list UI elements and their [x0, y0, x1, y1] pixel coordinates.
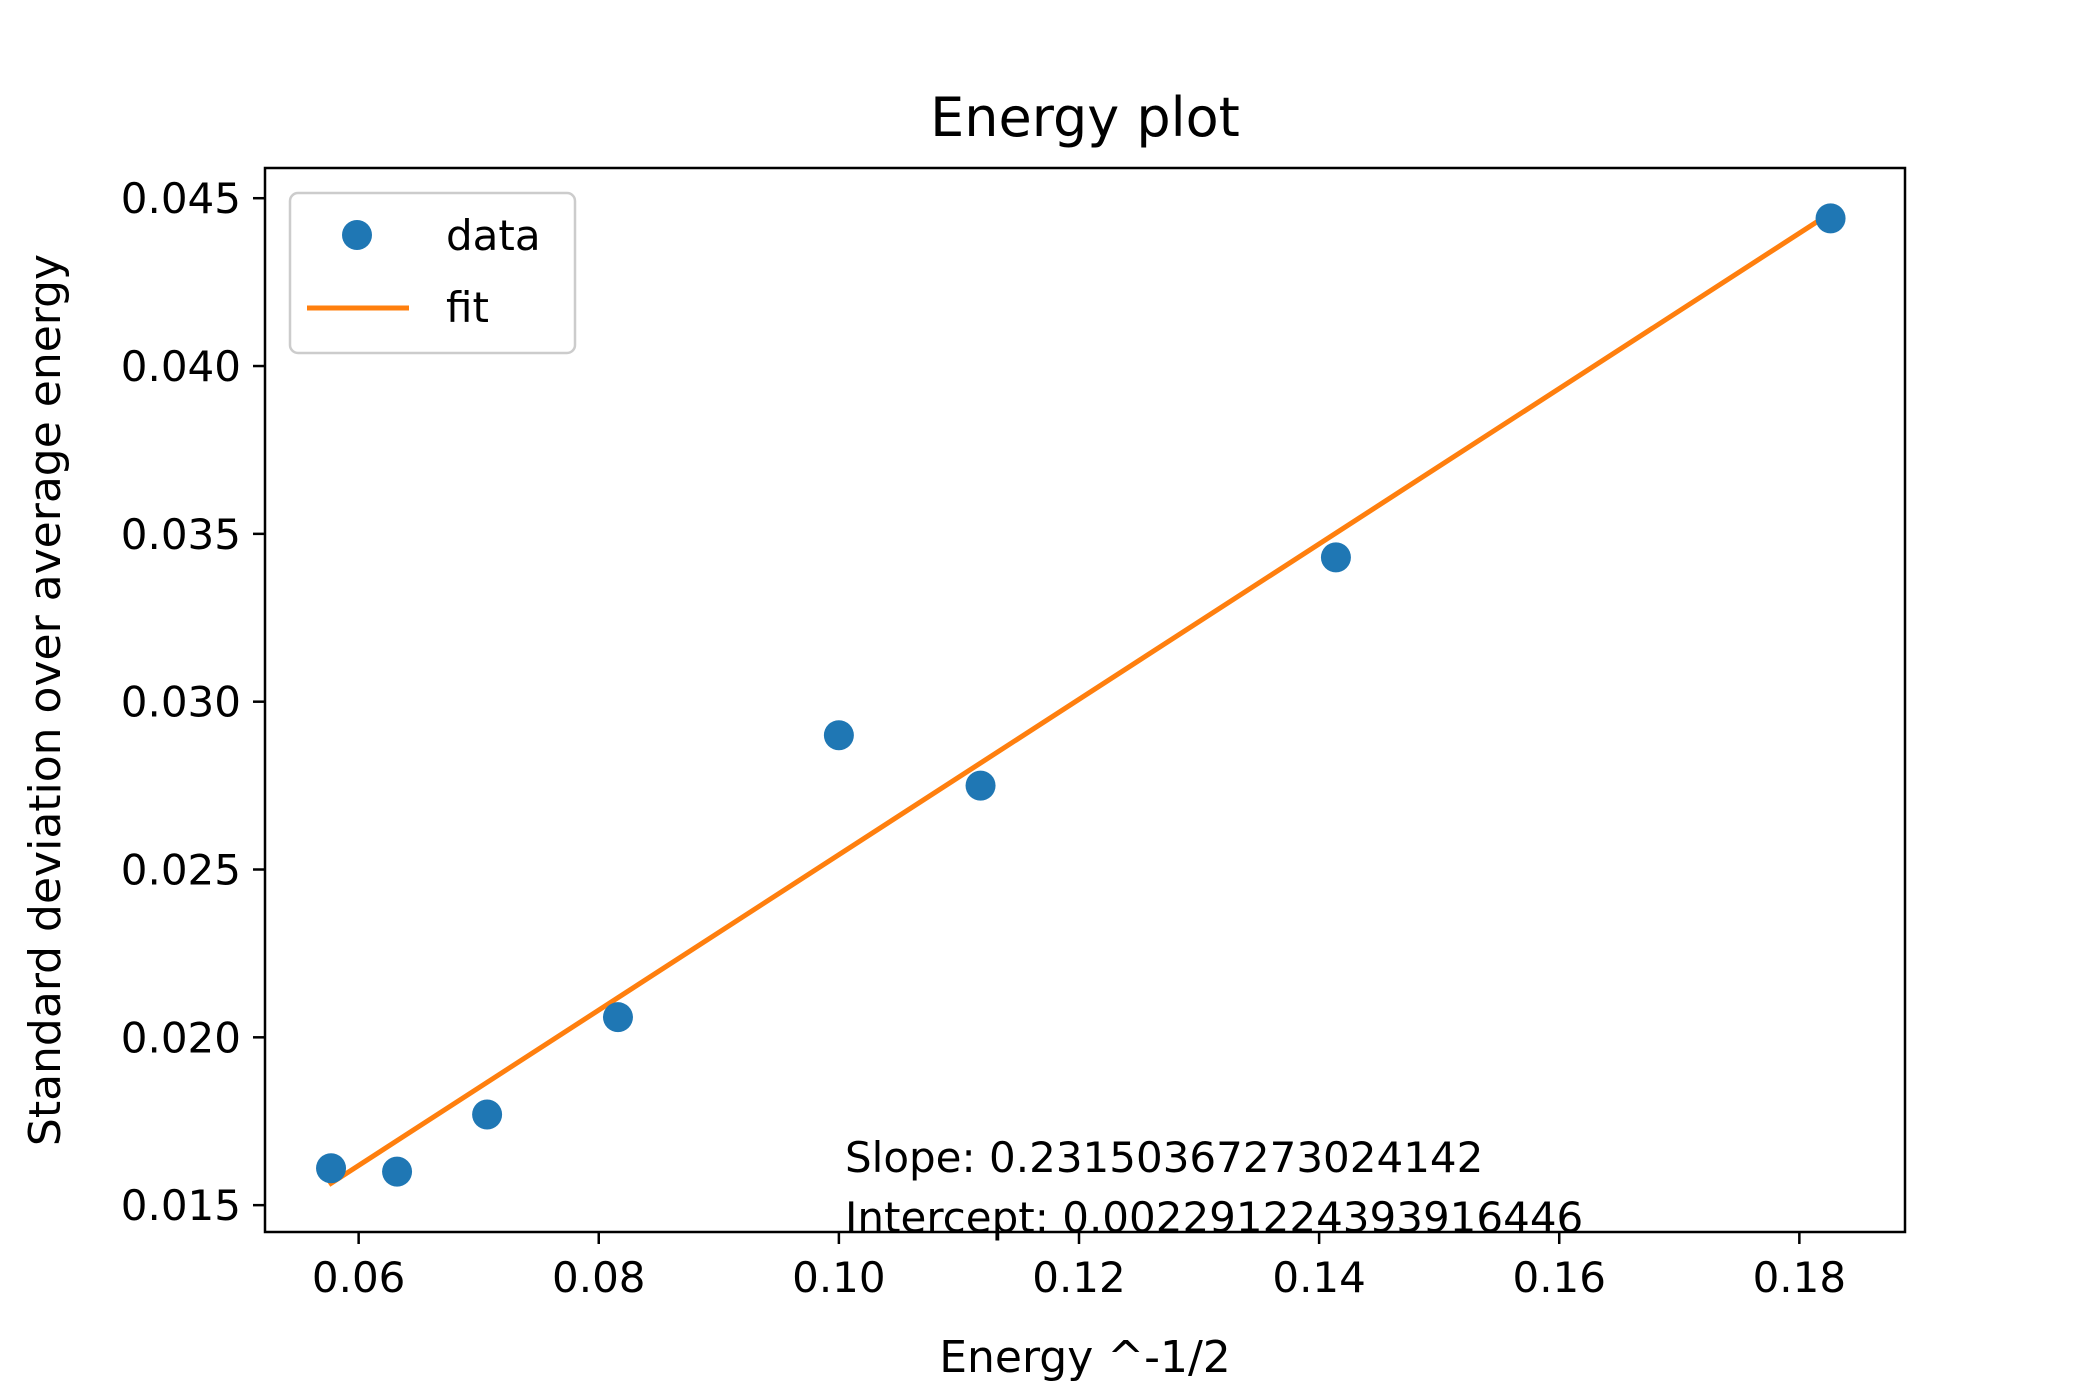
x-tick-label: 0.08	[552, 1253, 646, 1302]
y-tick-label: 0.025	[121, 846, 241, 895]
legend: data fit	[288, 191, 577, 355]
slope-annotation: Slope: 0.23150367273024142	[845, 1133, 1483, 1182]
y-tick-label: 0.015	[121, 1181, 241, 1230]
chart-title: Energy plot	[930, 86, 1240, 149]
data-point	[602, 1002, 633, 1033]
y-tick-label: 0.030	[121, 678, 241, 727]
x-tick-label: 0.16	[1512, 1253, 1606, 1302]
y-tick-label: 0.045	[121, 174, 241, 223]
fit-line	[327, 209, 1835, 1187]
legend-label-data: data	[446, 211, 541, 260]
x-tick-label: 0.18	[1753, 1253, 1847, 1302]
legend-data-marker	[342, 220, 372, 250]
x-tick-label: 0.10	[792, 1253, 886, 1302]
data-point	[472, 1099, 503, 1130]
data-point	[382, 1156, 413, 1187]
x-axis-label: Energy ^-1/2	[939, 1332, 1231, 1383]
legend-label-fit: fit	[446, 283, 489, 332]
y-tick-label: 0.040	[121, 342, 241, 391]
x-tick-label: 0.12	[1032, 1253, 1126, 1302]
data-point	[965, 770, 996, 801]
intercept-annotation: Intercept: 0.002291224393916446	[845, 1193, 1583, 1242]
points-layer	[316, 203, 1846, 1187]
y-tick-label: 0.035	[121, 510, 241, 559]
fit-layer	[327, 209, 1835, 1187]
x-tick-label: 0.06	[312, 1253, 406, 1302]
data-point	[316, 1153, 347, 1184]
y-tick-label: 0.020	[121, 1013, 241, 1062]
data-point	[1320, 542, 1351, 573]
data-point	[823, 720, 854, 751]
annotation-layer: Slope: 0.23150367273024142 Intercept: 0.…	[845, 1133, 1583, 1242]
plot-frame	[263, 166, 1907, 1234]
y-axis-label: Standard deviation over average energy	[20, 254, 71, 1146]
data-point	[1815, 203, 1846, 234]
x-tick-label: 0.14	[1272, 1253, 1366, 1302]
tick-layer: 0.06 0.08 0.10 0.12 0.14 0.16 0.18 0.015 0.020 0.…	[121, 174, 1846, 1302]
